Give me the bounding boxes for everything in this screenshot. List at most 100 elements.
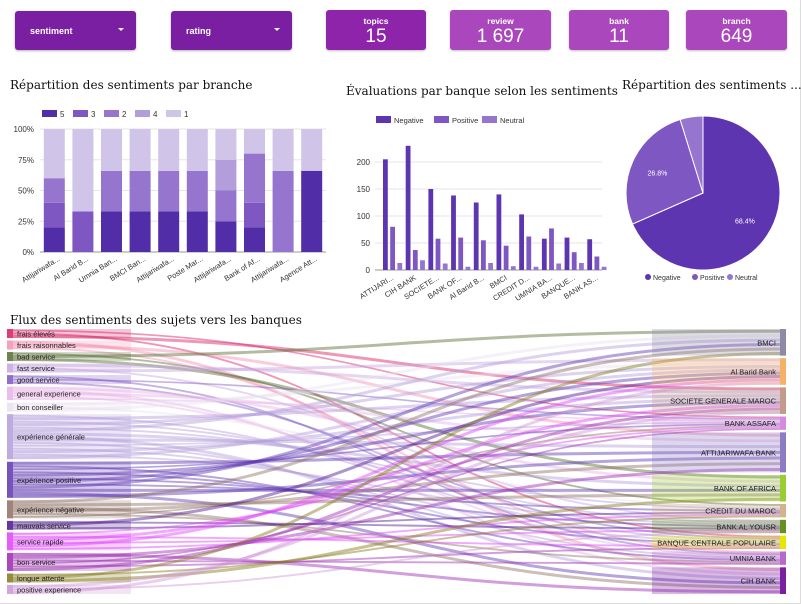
sankey-link [12, 547, 781, 568]
sankey-link [12, 392, 781, 443]
pie-slice-negative [631, 115, 781, 271]
bar-segment [101, 211, 122, 252]
sankey-target-node [780, 358, 786, 385]
pie-label-negative: 68.4% [735, 218, 755, 225]
sankey-target-label: BANK OF AFRICA [714, 484, 776, 493]
sankey-link [12, 332, 781, 538]
kpi-topics-label: topics [363, 16, 389, 26]
bar-segment [129, 129, 151, 171]
sankey-source-label: positive experience [17, 585, 81, 594]
bar-negative [383, 159, 388, 270]
sankey-source-band [13, 414, 131, 460]
bar-segment [186, 129, 208, 171]
sankey-link [12, 426, 781, 510]
bar-positive [526, 236, 532, 270]
sankey-target-label: BMCI [757, 338, 776, 347]
sankey-source-node [7, 500, 13, 519]
sankey-source-label: mauvais service [17, 521, 71, 530]
sankey-source-label: longue attente [17, 574, 65, 583]
legend-label-3: 3 [91, 110, 96, 119]
bar-segment [43, 129, 65, 179]
bar-segment [244, 202, 265, 228]
bar-segment [215, 159, 237, 191]
bar-segment [272, 170, 294, 252]
bar-segment [129, 211, 151, 252]
sankey-source-band [13, 552, 131, 571]
sankey-target-node [780, 551, 786, 565]
sankey-link [12, 491, 781, 585]
sankey-target-node [780, 474, 786, 502]
bar-neutral [442, 263, 448, 270]
sankey-source-node [7, 329, 13, 339]
sankey-target-label: ATTIJARIWAFA BANK [701, 448, 776, 457]
sankey-source-node [7, 352, 13, 362]
sankey-link [12, 465, 781, 562]
sankey-link [12, 410, 781, 588]
bar-neutral [397, 262, 403, 270]
sankey-link [12, 395, 781, 558]
rating-filter[interactable]: rating [171, 11, 292, 50]
sankey-link [12, 329, 781, 419]
sankey-source-node [7, 402, 13, 412]
sankey-link [12, 334, 781, 412]
bar-negative [564, 237, 570, 270]
sankey-link [12, 420, 781, 524]
legend-label-1: 1 [184, 110, 189, 119]
bar-neutral [556, 263, 562, 270]
bar-negative [451, 195, 456, 270]
legend-swatch-4 [135, 110, 150, 117]
bar-segment [186, 211, 208, 252]
sankey-link [12, 368, 781, 460]
chevron-down-icon [274, 28, 280, 31]
sankey-source-band [13, 500, 131, 519]
sankey-source-band [13, 461, 131, 498]
sankey-title: Flux des sentiments des sujets vers les … [10, 313, 302, 327]
sankey-link [12, 529, 781, 544]
bar-segment [244, 153, 265, 203]
sankey-link [12, 450, 781, 465]
bar-segment [43, 227, 65, 252]
sankey-source-band [13, 573, 131, 583]
sankey-links [12, 329, 781, 595]
legend-swatch-2 [104, 110, 119, 117]
sankey-source-label: general experience [17, 389, 81, 398]
sankey-link [12, 343, 781, 437]
kpi-branch: branch 649 [686, 10, 787, 50]
sankey-link [12, 397, 781, 422]
bar-positive [412, 250, 418, 270]
bar-segment [272, 129, 294, 171]
bar-segment [215, 129, 237, 160]
kpi-branch-label: branch [722, 16, 751, 26]
sankey-source-band [13, 329, 131, 339]
sankey-link [12, 535, 781, 548]
sankey-source-node [7, 386, 13, 401]
bank-chart-title: Évaluations par banque selon les sentime… [346, 84, 618, 98]
y-tick-label: 100% [14, 125, 34, 134]
sankey-source-node [7, 520, 13, 530]
bar-negative [428, 189, 434, 270]
sankey-link [12, 358, 781, 373]
sankey-target-label: CIH BANK [741, 577, 776, 586]
bar-negative [587, 239, 593, 270]
sankey-source-node [7, 363, 13, 373]
legend-label-neutral: Neutral [500, 116, 525, 125]
sankey-target-node [780, 504, 786, 518]
sankey-link [12, 351, 781, 580]
sankey-target-band [652, 551, 780, 565]
sankey-target-label: BANK AL YOUSR [716, 523, 776, 532]
sankey-target-band [652, 474, 780, 502]
sankey-link [12, 374, 781, 527]
bar-segment [72, 211, 94, 252]
sankey-source-band [13, 352, 131, 362]
sankey-target-label: BANQUE CENTRALE POPULAIRE [657, 538, 776, 547]
y-tick-label: 0% [22, 248, 34, 257]
legend-label-5: 5 [60, 110, 65, 119]
sankey-link [12, 453, 781, 526]
sankey-target-node [780, 416, 786, 430]
sankey-link [12, 512, 781, 563]
legend-swatch-3 [73, 110, 88, 117]
sankey-target-band [652, 358, 780, 385]
kpi-topics-value: 15 [365, 26, 387, 47]
sentiment-filter[interactable]: sentiment [15, 11, 136, 50]
